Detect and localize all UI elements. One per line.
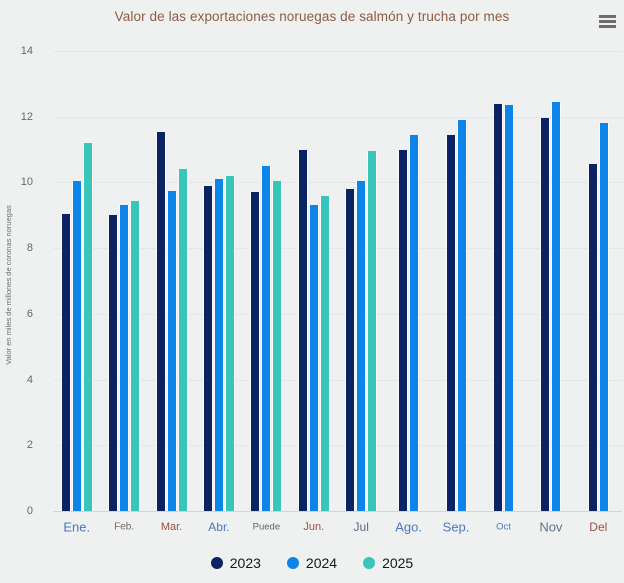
y-tick-label: 0 <box>26 505 33 517</box>
bar-2024-oct[interactable] <box>504 105 513 511</box>
legend-marker-icon <box>363 557 376 569</box>
legend: 2023 2024 2025 <box>0 551 624 575</box>
bar-2024-puede[interactable] <box>262 166 271 511</box>
y-tick-label: 2 <box>26 439 33 452</box>
x-tick-label-abr: Abr. <box>208 520 230 534</box>
x-tick-label-ene: Ene. <box>63 519 91 535</box>
y-tick-label: 12 <box>20 110 33 123</box>
bar-2023-puede[interactable] <box>251 192 260 511</box>
legend-item-2023[interactable]: 2023 <box>210 555 261 571</box>
bar-2024-del[interactable] <box>599 123 608 511</box>
x-tick-label-oct: Oct <box>496 521 511 533</box>
legend-marker-icon <box>286 557 299 569</box>
y-tick-label: 4 <box>26 373 33 386</box>
bar-2025-feb[interactable] <box>131 200 140 511</box>
chart-title: Valor de las exportaciones noruegas de s… <box>114 9 510 24</box>
bar-2024-ago[interactable] <box>410 134 419 511</box>
bar-2023-ene[interactable] <box>61 213 70 511</box>
bar-2024-abr[interactable] <box>214 179 223 511</box>
bar-2023-nov[interactable] <box>541 118 550 511</box>
x-tick-label-nov: Nov <box>539 519 563 535</box>
x-axis-line <box>53 511 622 512</box>
legend-item-2024[interactable]: 2024 <box>286 555 338 571</box>
bar-2023-oct[interactable] <box>493 103 502 511</box>
bar-2024-mar[interactable] <box>167 190 176 511</box>
gridline <box>53 379 622 381</box>
bar-2023-ago[interactable] <box>399 149 408 511</box>
bar-2024-sep[interactable] <box>457 120 466 511</box>
x-tick-label-mar: Mar. <box>160 521 183 533</box>
y-tick-label: 14 <box>20 45 33 57</box>
bar-2023-jun[interactable] <box>298 149 307 511</box>
bar-2024-jun[interactable] <box>309 205 318 511</box>
gridline <box>53 313 622 315</box>
bar-2025-puede[interactable] <box>273 180 282 511</box>
x-tick-label-puede: Puede <box>252 521 281 533</box>
x-tick-label-sep: Sep. <box>442 519 470 535</box>
y-axis-title: Valor en miles de millones de coronas no… <box>4 205 13 365</box>
legend-label: 2025 <box>382 555 414 571</box>
x-tick-label-jul: Jul <box>353 520 369 534</box>
x-tick-label-feb: Feb. <box>114 521 135 533</box>
x-tick-label-jun: Jun. <box>303 521 325 533</box>
bar-2024-nov[interactable] <box>552 101 561 511</box>
bar-2023-sep[interactable] <box>446 134 455 511</box>
gridline <box>53 182 622 184</box>
legend-label: 2024 <box>305 555 338 571</box>
gridline <box>53 445 622 447</box>
bar-2025-ene[interactable] <box>83 143 92 511</box>
bar-2023-feb[interactable] <box>109 215 118 511</box>
x-tick-label-del: Del <box>589 520 608 534</box>
hamburger-icon <box>598 14 616 28</box>
bar-2023-mar[interactable] <box>156 131 165 511</box>
bar-2023-jul[interactable] <box>346 189 355 511</box>
bar-2025-jun[interactable] <box>320 195 329 511</box>
legend-item-2025[interactable]: 2025 <box>363 555 413 571</box>
y-tick-label: 8 <box>26 242 33 255</box>
gridline <box>53 248 622 250</box>
bar-2024-feb[interactable] <box>120 205 129 511</box>
bar-2025-mar[interactable] <box>178 169 187 511</box>
x-tick-label-ago: Ago. <box>395 519 422 535</box>
gridline <box>53 51 622 52</box>
bar-2025-jul[interactable] <box>368 151 377 511</box>
bar-2023-del[interactable] <box>588 164 597 511</box>
bar-2025-abr[interactable] <box>225 175 234 511</box>
bar-2024-ene[interactable] <box>72 180 81 511</box>
bar-2024-jul[interactable] <box>357 180 366 511</box>
bar-2023-abr[interactable] <box>203 185 212 511</box>
legend-marker-icon <box>210 557 223 569</box>
legend-label: 2023 <box>229 555 261 571</box>
y-tick-label: 6 <box>26 307 33 320</box>
y-tick-label: 10 <box>20 176 33 189</box>
chart-context-menu-button[interactable] <box>594 11 620 33</box>
gridline <box>53 116 622 118</box>
